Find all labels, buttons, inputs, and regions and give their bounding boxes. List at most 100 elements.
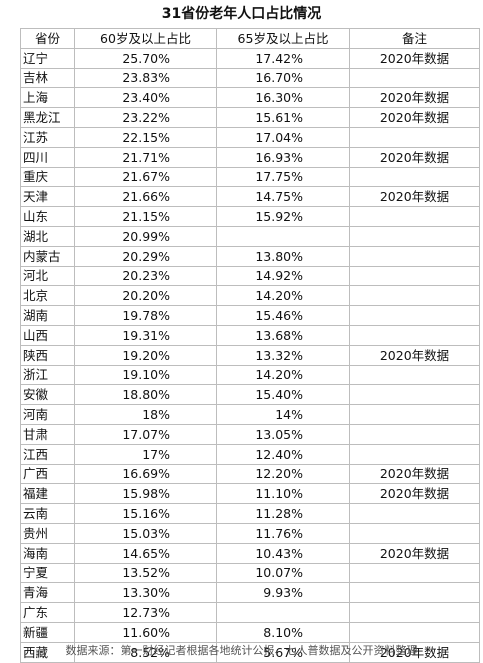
table-row: 湖北 20.99%	[20, 225, 480, 247]
pct65-cell: 16.30%	[216, 87, 350, 109]
pct65-cell: 17.75%	[216, 166, 350, 188]
table-row: 海南 14.65% 10.43% 2020年数据	[20, 542, 480, 564]
pct60-cell: 20.99%	[74, 225, 217, 247]
note-cell	[349, 265, 480, 287]
note-cell	[349, 225, 480, 247]
pct65-cell: 10.07%	[216, 562, 350, 584]
table-row: 浙江 19.10% 14.20%	[20, 364, 480, 386]
province-cell: 安徽	[20, 384, 75, 406]
table-row: 广西 16.69% 12.20% 2020年数据	[20, 463, 480, 485]
pct65-cell: 11.28%	[216, 503, 350, 524]
province-cell: 广西	[20, 463, 75, 485]
note-cell: 2020年数据	[349, 344, 480, 366]
note-cell	[349, 305, 480, 326]
province-cell: 重庆	[20, 166, 75, 188]
note-cell	[349, 602, 480, 623]
table-row: 天津 21.66% 14.75% 2020年数据	[20, 186, 480, 208]
pct60-cell: 21.71%	[74, 146, 217, 168]
pct65-cell: 15.61%	[216, 107, 350, 128]
pct65-cell: 15.40%	[216, 384, 350, 406]
table-row: 广东 12.73%	[20, 602, 480, 623]
table-row: 黑龙江 23.22% 15.61% 2020年数据	[20, 107, 480, 128]
pct65-cell: 13.80%	[216, 245, 350, 267]
pct65-cell	[216, 602, 350, 623]
pct60-cell: 13.52%	[74, 562, 217, 584]
note-cell	[349, 522, 480, 544]
pct60-cell: 19.78%	[74, 305, 217, 326]
pct65-cell: 14.92%	[216, 265, 350, 287]
note-cell: 2020年数据	[349, 87, 480, 109]
note-cell: 2020年数据	[349, 146, 480, 168]
note-cell	[349, 285, 480, 307]
pct60-cell: 20.20%	[74, 285, 217, 307]
pct65-cell: 5.67%	[216, 641, 350, 663]
province-cell: 上海	[20, 87, 75, 109]
note-cell	[349, 384, 480, 406]
table-row: 吉林 23.83% 16.70%	[20, 67, 480, 89]
province-cell: 湖北	[20, 225, 75, 247]
pct65-cell: 14.20%	[216, 285, 350, 307]
table-row: 四川 21.71% 16.93% 2020年数据	[20, 146, 480, 168]
header-note: 备注	[349, 28, 480, 49]
table-title: 31省份老年人口占比情况	[161, 6, 322, 22]
pct60-cell: 22.15%	[74, 126, 217, 148]
province-cell: 宁夏	[20, 562, 75, 584]
pct65-cell: 10.43%	[216, 542, 350, 564]
province-cell: 吉林	[20, 67, 75, 89]
pct65-cell: 8.10%	[216, 621, 350, 643]
pct65-cell: 13.32%	[216, 344, 350, 366]
province-cell: 新疆	[20, 621, 75, 643]
note-cell: 2020年数据	[349, 463, 480, 485]
pct60-cell: 15.98%	[74, 483, 217, 505]
note-cell: 2020年数据	[349, 107, 480, 128]
pct60-cell: 13.30%	[74, 582, 217, 604]
table-row: 新疆 11.60% 8.10%	[20, 621, 480, 643]
province-cell: 海南	[20, 542, 75, 564]
table-row: 福建 15.98% 11.10% 2020年数据	[20, 483, 480, 505]
table-row: 北京 20.20% 14.20%	[20, 285, 480, 307]
table-row: 云南 15.16% 11.28%	[20, 503, 480, 524]
province-cell: 河北	[20, 265, 75, 287]
pct60-cell: 21.15%	[74, 206, 217, 227]
pct60-cell: 23.83%	[74, 67, 217, 89]
pct60-cell: 12.73%	[74, 602, 217, 623]
note-cell	[349, 562, 480, 584]
pct60-cell: 15.03%	[74, 522, 217, 544]
table-row: 江苏 22.15% 17.04%	[20, 126, 480, 148]
pct60-cell: 20.29%	[74, 245, 217, 267]
province-cell: 辽宁	[20, 47, 75, 69]
province-cell: 福建	[20, 483, 75, 505]
province-cell: 山东	[20, 206, 75, 227]
pct65-cell: 12.40%	[216, 443, 350, 465]
province-cell: 江苏	[20, 126, 75, 148]
pct60-cell: 25.70%	[74, 47, 217, 69]
note-cell: 2020年数据	[349, 542, 480, 564]
table-row: 青海 13.30% 9.93%	[20, 582, 480, 604]
table-row: 河南 18% 14%	[20, 404, 480, 425]
note-cell	[349, 166, 480, 188]
note-cell: 2020年数据	[349, 186, 480, 208]
province-cell: 贵州	[20, 522, 75, 544]
pct65-cell: 14.20%	[216, 364, 350, 386]
province-cell: 北京	[20, 285, 75, 307]
table-row: 甘肃 17.07% 13.05%	[20, 423, 480, 445]
pct60-cell: 14.65%	[74, 542, 217, 564]
pct65-cell: 11.76%	[216, 522, 350, 544]
pct65-cell: 9.93%	[216, 582, 350, 604]
table-row: 贵州 15.03% 11.76%	[20, 522, 480, 544]
note-cell	[349, 443, 480, 465]
province-cell: 江西	[20, 443, 75, 465]
elderly-population-table: 省份 60岁及以上占比 65岁及以上占比 备注 辽宁 25.70% 17.42% 20…	[20, 28, 480, 663]
note-cell	[349, 364, 480, 386]
table-row: 江西 17% 12.40%	[20, 443, 480, 465]
table-row: 山西 19.31% 13.68%	[20, 324, 480, 346]
pct60-cell: 23.22%	[74, 107, 217, 128]
table-body: 辽宁 25.70% 17.42% 2020年数据 吉林 23.83% 16.70% 上海 23.…	[20, 47, 480, 663]
note-cell	[349, 582, 480, 604]
pct60-cell: 23.40%	[74, 87, 217, 109]
note-cell	[349, 621, 480, 643]
pct65-cell: 17.04%	[216, 126, 350, 148]
note-cell	[349, 503, 480, 524]
province-cell: 四川	[20, 146, 75, 168]
